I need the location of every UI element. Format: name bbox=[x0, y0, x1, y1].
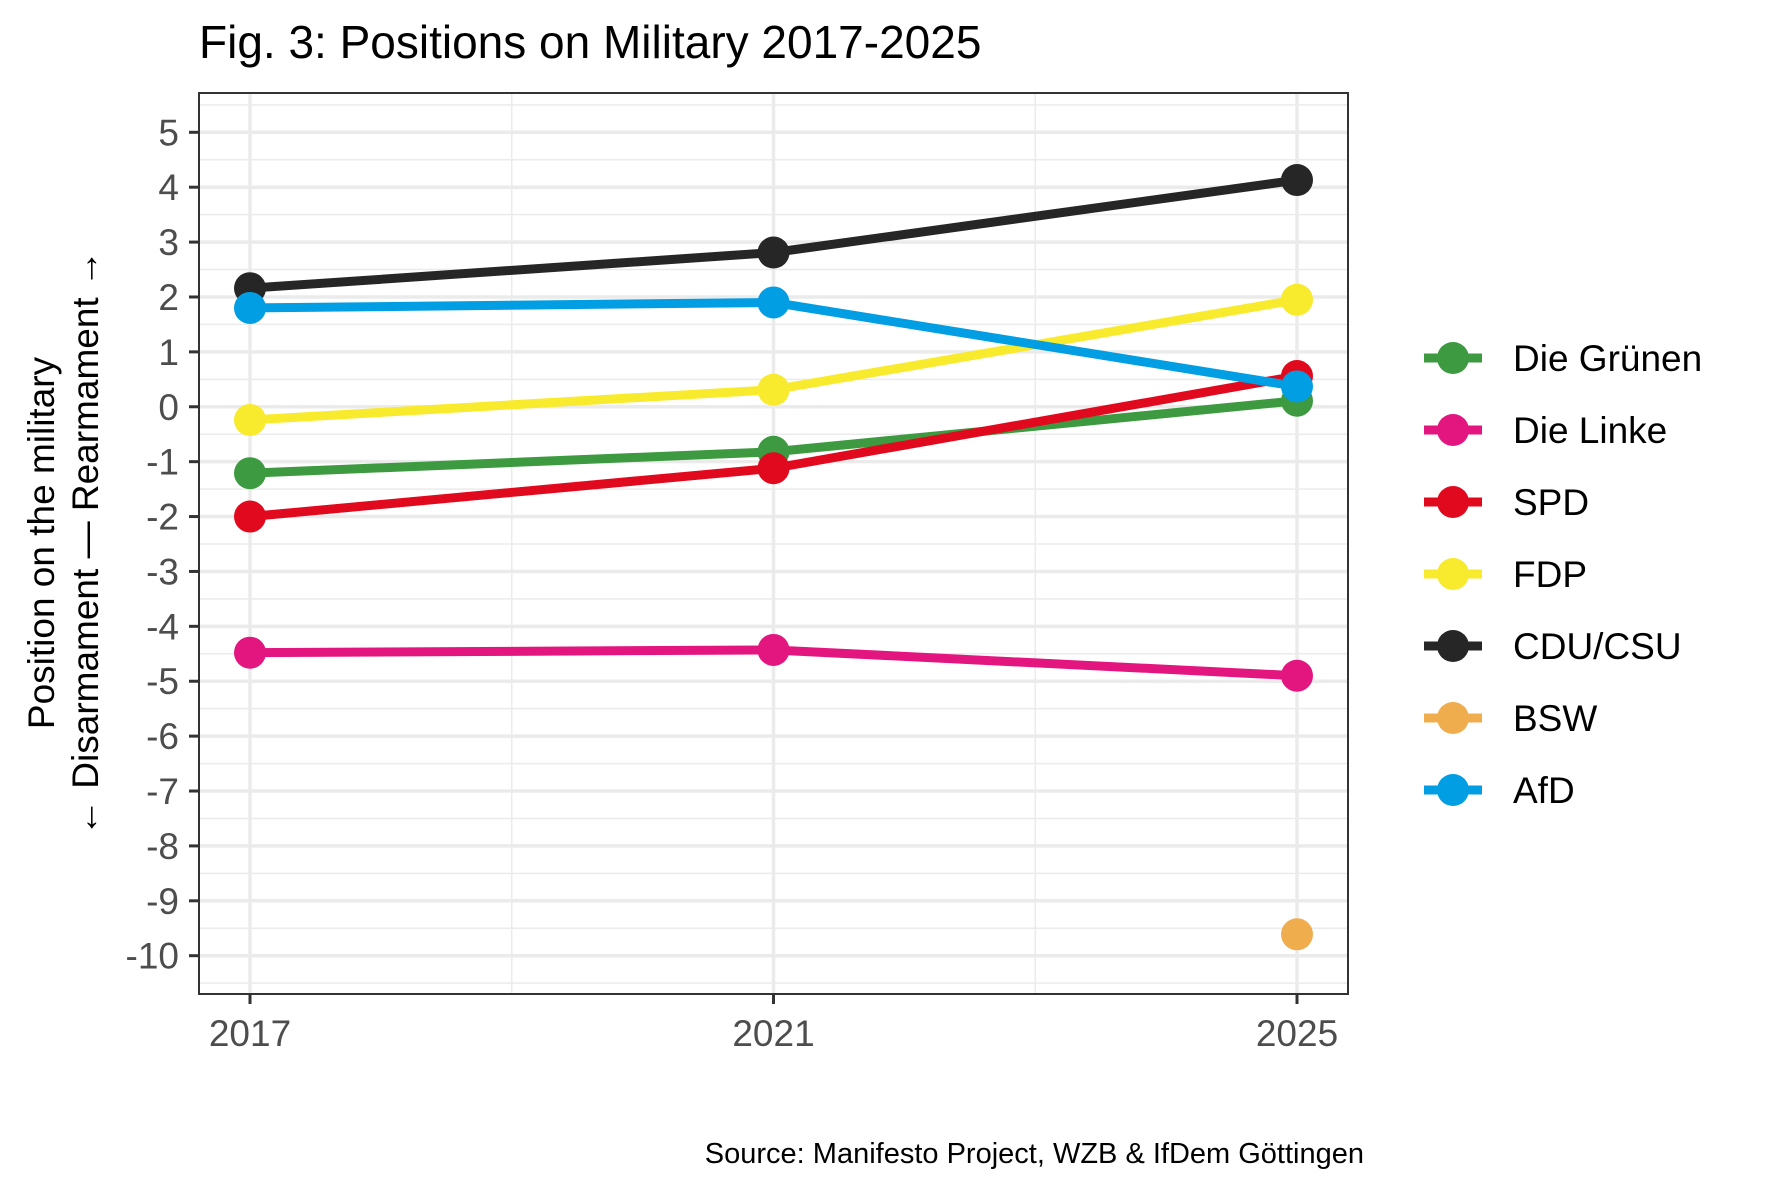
y-tick-label: 1 bbox=[158, 332, 179, 373]
legend-key-point bbox=[1437, 486, 1469, 518]
legend-item-bsw: BSW bbox=[1424, 698, 1597, 739]
y-tick-label: 5 bbox=[158, 112, 179, 153]
legend-item-die-gr-nen: Die Grünen bbox=[1424, 338, 1702, 379]
y-axis-title-line1: Position on the military bbox=[21, 356, 62, 729]
data-point-cdu-csu-2025 bbox=[1281, 164, 1313, 197]
data-point-spd-2021 bbox=[757, 452, 790, 485]
y-tick-label: 4 bbox=[158, 167, 179, 208]
data-point-bsw-2025 bbox=[1281, 918, 1313, 951]
legend-label: BSW bbox=[1513, 698, 1597, 739]
legend-item-die-linke: Die Linke bbox=[1424, 410, 1667, 451]
source-caption: Source: Manifesto Project, WZB & IfDem G… bbox=[705, 1138, 1364, 1170]
data-point-cdu-csu-2021 bbox=[757, 236, 790, 269]
legend-item-afd: AfD bbox=[1424, 770, 1575, 811]
data-point-fdp-2025 bbox=[1281, 283, 1313, 316]
y-axis-title: Position on the military ← Disarmament —… bbox=[21, 250, 106, 836]
data-point-die-linke-2021 bbox=[757, 633, 790, 666]
legend-key-point bbox=[1437, 342, 1469, 374]
data-point-die-gr-nen-2017 bbox=[234, 457, 266, 490]
y-tick-label: -3 bbox=[146, 551, 179, 592]
legend-item-cdu-csu: CDU/CSU bbox=[1424, 626, 1682, 667]
y-axis-title-line2: ← Disarmament — Rearmament → bbox=[65, 250, 106, 836]
data-point-afd-2021 bbox=[757, 286, 790, 319]
y-tick-label: -8 bbox=[146, 826, 179, 867]
legend-item-fdp: FDP bbox=[1424, 554, 1587, 595]
data-point-fdp-2021 bbox=[757, 373, 790, 406]
legend-label: FDP bbox=[1513, 554, 1587, 595]
legend-key-point bbox=[1437, 414, 1469, 446]
legend-key-point bbox=[1437, 774, 1469, 806]
y-tick-label: -6 bbox=[146, 716, 179, 757]
legend: Die Grünen Die Linke SPD FDP CDU/CSU BSW AfD bbox=[1424, 338, 1702, 811]
data-point-spd-2017 bbox=[234, 500, 266, 533]
legend-label: SPD bbox=[1513, 482, 1589, 523]
y-axis: 5 4 3 2 1 0 -1 -2 -3 -4 -5 -6 -7 -8 -9 -10 bbox=[126, 112, 199, 977]
x-tick-label: 2017 bbox=[209, 1013, 291, 1054]
data-point-afd-2017 bbox=[234, 291, 266, 324]
y-tick-label: -7 bbox=[146, 771, 179, 812]
legend-key-point bbox=[1437, 630, 1469, 662]
data-point-afd-2025 bbox=[1281, 370, 1313, 403]
data-point-fdp-2017 bbox=[234, 403, 266, 436]
legend-item-spd: SPD bbox=[1424, 482, 1589, 523]
legend-label: Die Linke bbox=[1513, 410, 1667, 451]
legend-key-point bbox=[1437, 558, 1469, 590]
y-tick-label: -9 bbox=[146, 881, 179, 922]
y-tick-label: -5 bbox=[146, 661, 179, 702]
legend-label: AfD bbox=[1513, 770, 1575, 811]
x-axis: 2017 2021 2025 bbox=[209, 994, 1338, 1054]
chart-title: Fig. 3: Positions on Military 2017-2025 bbox=[199, 16, 981, 68]
y-tick-label: -10 bbox=[126, 936, 179, 977]
data-point-die-linke-2017 bbox=[234, 636, 266, 669]
legend-label: Die Grünen bbox=[1513, 338, 1702, 379]
y-tick-label: 3 bbox=[158, 222, 179, 263]
legend-key-point bbox=[1437, 702, 1469, 734]
x-tick-label: 2025 bbox=[1256, 1013, 1338, 1054]
y-tick-label: -4 bbox=[146, 606, 179, 647]
legend-label: CDU/CSU bbox=[1513, 626, 1682, 667]
data-point-die-linke-2025 bbox=[1281, 659, 1313, 692]
plot-panel bbox=[198, 92, 1349, 995]
y-tick-label: -2 bbox=[146, 497, 179, 538]
y-tick-label: 0 bbox=[158, 387, 179, 428]
series-points bbox=[234, 164, 1313, 951]
x-tick-label: 2021 bbox=[732, 1013, 814, 1054]
y-tick-label: -1 bbox=[146, 442, 179, 483]
y-tick-label: 2 bbox=[158, 277, 179, 318]
